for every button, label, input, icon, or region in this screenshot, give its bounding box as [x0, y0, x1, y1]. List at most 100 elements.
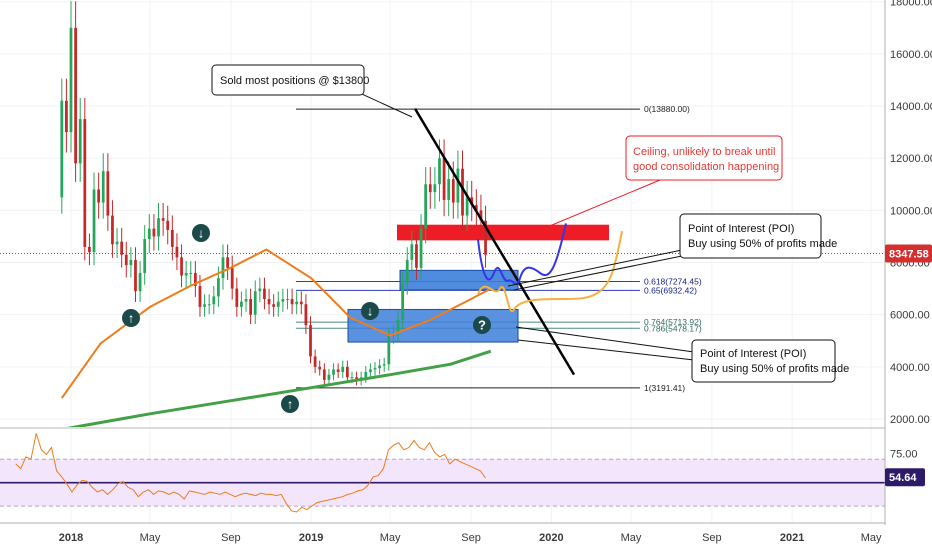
candle-body [281, 299, 285, 302]
candle-body [212, 296, 216, 305]
svg-text:↑: ↑ [128, 311, 135, 326]
candle-body [170, 229, 174, 247]
time-tick-label: 2021 [780, 532, 804, 544]
candle-body [286, 299, 289, 301]
candle-body [355, 377, 358, 380]
candle-body [198, 285, 202, 307]
candle-body [290, 299, 294, 305]
time-tick-label: Sep [461, 532, 481, 544]
last-price-badge: 8347.58 [885, 244, 932, 263]
candle-body [309, 325, 312, 357]
candle-body [428, 184, 432, 193]
candle-body [447, 179, 451, 200]
candle-body [369, 369, 372, 373]
poi-lower-line2: Buy using 50% of profits made [700, 363, 849, 375]
candle-body [60, 100, 64, 198]
fib-label: 0.764(5713.92) [644, 317, 702, 327]
price-tick-label: 4000.00 [890, 362, 930, 374]
candle-body [78, 119, 82, 164]
candle-body [419, 228, 423, 268]
candle-body [350, 377, 354, 379]
candle-body [332, 369, 335, 375]
candle-body [124, 254, 128, 266]
candle-body [217, 278, 220, 297]
last-price-label: 8347.58 [889, 248, 929, 260]
candle-body [410, 244, 414, 260]
poi-pointer-a [507, 249, 683, 287]
candle-body [484, 220, 487, 255]
candle-body [456, 168, 460, 203]
fib-label: 0.65(6932.42) [644, 285, 697, 295]
candle-body [401, 283, 405, 320]
candle-body [180, 257, 183, 276]
candle-body [424, 184, 428, 229]
time-tick-label: 2020 [539, 532, 563, 544]
poi-box-lower [691, 339, 836, 383]
ceiling-text-line1: Ceiling, unlikely to break until [633, 146, 775, 158]
time-tick-label: 2019 [299, 532, 323, 544]
candle-body [147, 228, 151, 240]
candle-body [387, 335, 391, 365]
time-tick-label: May [861, 532, 882, 544]
projected-path-blue [477, 223, 567, 286]
svg-text:↓: ↓ [198, 226, 205, 241]
candle-body [115, 241, 119, 245]
candlestick-series [60, 1, 487, 386]
price-axis[interactable]: 18000.00 16000.00 14000.00 12000.00 10000.00… [890, 0, 932, 426]
candle-body [97, 189, 101, 203]
candle-body [161, 218, 165, 221]
candle-body [382, 364, 386, 366]
down-arrow-icon: ↓ [361, 302, 379, 320]
poi-lower-title: Point of Interest (POI) [700, 348, 806, 360]
candle-body [203, 304, 206, 307]
candle-body [378, 365, 381, 369]
poi-callout-lower: Point of Interest (POI) Buy using 50% of… [515, 326, 849, 383]
time-tick-label: May [140, 532, 161, 544]
price-pane: 0(13880.00) 0.618(7274.45)0.65(6932.42) 0.… [0, 1, 885, 427]
candle-body [336, 369, 340, 373]
price-tick-label: 10000.00 [890, 205, 932, 217]
candle-body [396, 319, 400, 333]
price-tick-label: 14000.00 [890, 101, 932, 113]
candle-body [313, 356, 317, 367]
moving-average-orange [60, 248, 492, 399]
candle-body [230, 267, 234, 289]
poi-lower-pointer-b [517, 339, 695, 361]
candle-body [120, 241, 124, 255]
rsi-value-label: 54.64 [889, 472, 917, 484]
candle-body [240, 301, 243, 307]
fib-label: 0.786(5478.17) [644, 323, 702, 333]
svg-text:↑: ↑ [287, 397, 294, 412]
ceiling-box [625, 135, 783, 181]
sold-box [211, 64, 365, 96]
price-tick-label: 6000.00 [890, 310, 930, 322]
time-axis[interactable]: 2018 May Sep 2019 May Sep 2020 May Sep 2021 May [59, 532, 882, 544]
candle-body [111, 215, 114, 245]
candle-body [65, 100, 68, 133]
candle-body [193, 272, 197, 286]
candle-body [327, 374, 331, 380]
candle-body [318, 366, 322, 370]
candle-body [184, 272, 188, 276]
candle-body [405, 259, 409, 284]
question-mark-icon: ? [473, 316, 491, 334]
candle-body [474, 205, 478, 211]
candle-body [134, 259, 137, 292]
candle-body [276, 301, 280, 307]
candle-body [442, 158, 446, 200]
downtrend-line [413, 108, 576, 376]
ceiling-callout: Ceiling, unlikely to break until good co… [539, 135, 783, 231]
candle-body [373, 368, 377, 370]
up-arrow-icon: ↑ [122, 309, 140, 327]
candle-body [69, 27, 73, 133]
svg-text:↓: ↓ [367, 304, 374, 319]
fib-label: 0.618(7274.45) [644, 276, 702, 286]
candle-body [92, 189, 96, 253]
time-tick-label: 2018 [59, 532, 83, 544]
rsi-tick-label: 75.00 [890, 448, 918, 460]
candle-body [433, 184, 437, 193]
candle-body [341, 366, 345, 373]
signal-markers: ↓ ↑ ↑ ↓? [122, 224, 491, 413]
candle-body [465, 197, 469, 216]
